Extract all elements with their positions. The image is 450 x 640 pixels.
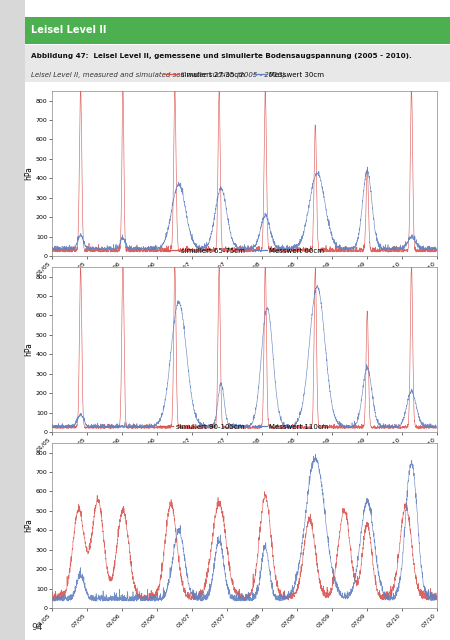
- Text: Abbildung 47:  Leisel Level II, gemessene und simulierte Bodensaugspannung (2005: Abbildung 47: Leisel Level II, gemessene…: [31, 54, 412, 60]
- Text: Leisel Level II: Leisel Level II: [31, 25, 107, 35]
- Legend: simuliert 65-75cm, Messwert 60cm: simuliert 65-75cm, Messwert 60cm: [161, 244, 327, 256]
- Y-axis label: hPa: hPa: [24, 166, 33, 180]
- Legend: simuliert 90-105cm, Messwert 110cm: simuliert 90-105cm, Messwert 110cm: [157, 420, 332, 432]
- Text: Leisel Level II, measured and simulated soil water suction (2005 - 2010).: Leisel Level II, measured and simulated …: [31, 72, 288, 78]
- Legend: simuliert 27-35cm, Messwert 30cm: simuliert 27-35cm, Messwert 30cm: [161, 68, 327, 80]
- Y-axis label: hPa: hPa: [24, 518, 33, 532]
- Text: 94: 94: [32, 623, 43, 632]
- Y-axis label: hPa: hPa: [24, 342, 33, 356]
